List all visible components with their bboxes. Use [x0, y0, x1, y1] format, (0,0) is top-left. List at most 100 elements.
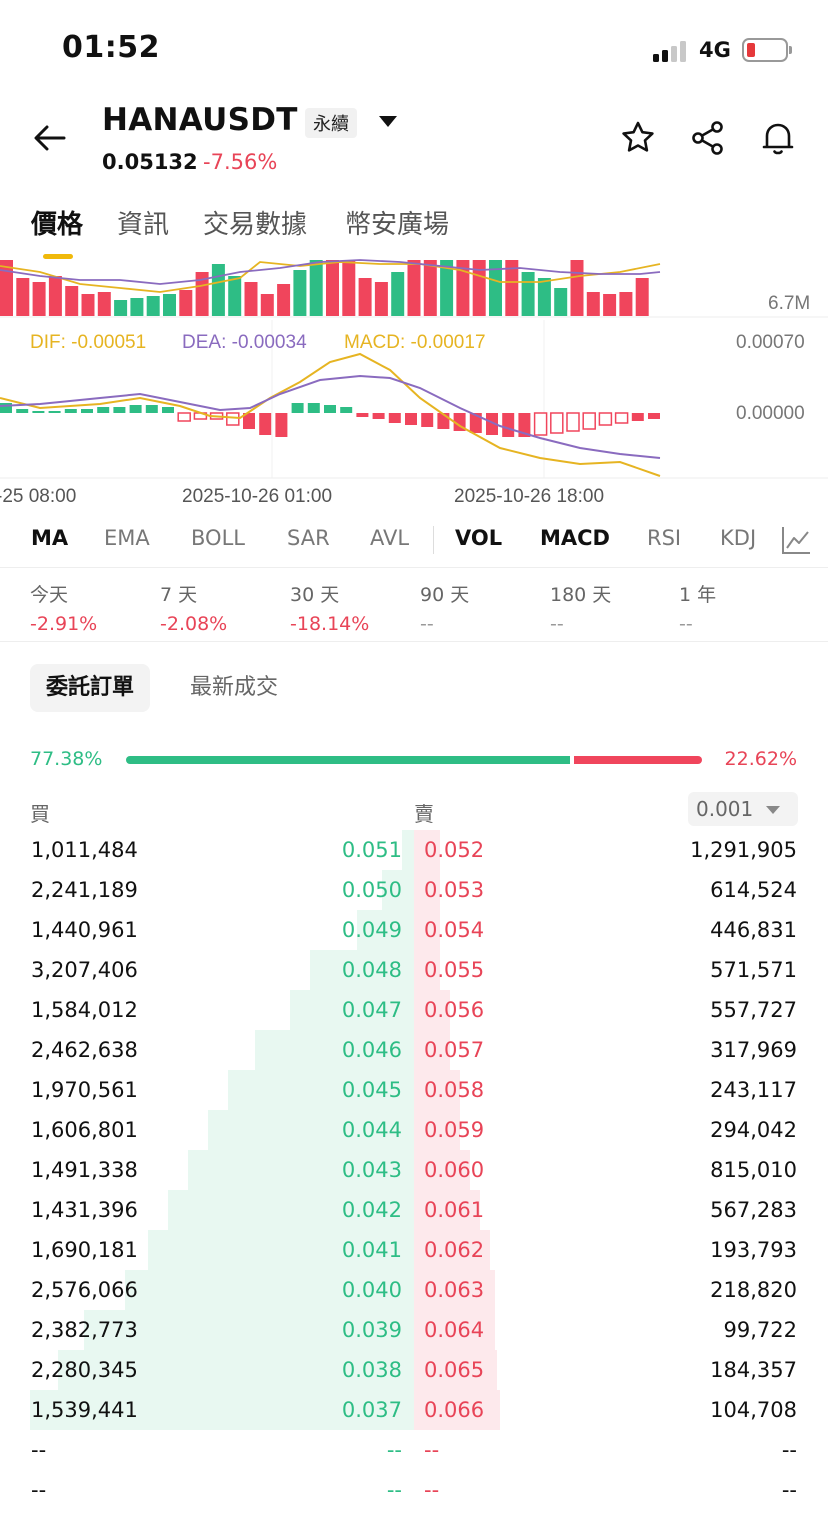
macd-histogram-bar	[356, 413, 369, 417]
indicator-ema[interactable]: EMA	[104, 526, 150, 550]
macd-histogram-bar	[307, 403, 320, 413]
ask-quantity: 446,831	[710, 918, 797, 942]
tab-price[interactable]: 價格	[31, 210, 84, 240]
indicator-vol[interactable]: VOL	[455, 526, 503, 550]
orderbook-row[interactable]: -- -- -- --	[0, 1470, 828, 1510]
orderbook-row[interactable]: 2,241,189 0.050 0.053 614,524	[0, 870, 828, 910]
orderbook-row[interactable]: 1,970,561 0.045 0.058 243,117	[0, 1070, 828, 1110]
chart-settings-icon[interactable]	[780, 524, 812, 556]
indicator-boll[interactable]: BOLL	[191, 526, 245, 550]
chart-svg[interactable]: 6.7M DIF: -0.00051 DEA: -0.00034 MACD: -…	[0, 258, 828, 518]
ask-price: 0.057	[424, 1038, 485, 1062]
bid-quantity: 1,431,396	[31, 1198, 138, 1222]
tab-square[interactable]: 幣安廣場	[345, 210, 450, 240]
ask-price: --	[424, 1438, 440, 1462]
symbol-title[interactable]: HANAUSDT	[102, 102, 298, 138]
ask-price: 0.058	[424, 1078, 485, 1102]
volume-bar	[195, 272, 209, 316]
orderbook-row[interactable]: 2,280,345 0.038 0.065 184,357	[0, 1350, 828, 1390]
tab-info[interactable]: 資訊	[117, 210, 170, 240]
ask-depth-bar	[414, 870, 440, 910]
bid-depth-bar	[402, 830, 414, 870]
indicator-kdj[interactable]: KDJ	[720, 526, 757, 550]
chart-area[interactable]: 6.7M DIF: -0.00051 DEA: -0.00034 MACD: -…	[0, 258, 828, 518]
volume-bar	[358, 278, 372, 316]
indicator-ma[interactable]: MA	[31, 526, 69, 550]
period-today: 今天 -2.91%	[30, 584, 98, 635]
macd-histogram-bar	[32, 411, 45, 413]
indicator-macd[interactable]: MACD	[540, 526, 610, 550]
ask-price: 0.055	[424, 958, 485, 982]
ask-quantity: 218,820	[710, 1278, 797, 1302]
orderbook-row[interactable]: 1,606,801 0.044 0.059 294,042	[0, 1110, 828, 1150]
bid-quantity: 1,606,801	[31, 1118, 138, 1142]
star-icon[interactable]	[618, 118, 658, 158]
orderbook-row[interactable]: 2,462,638 0.046 0.057 317,969	[0, 1030, 828, 1070]
sell-ratio-bar	[574, 756, 702, 764]
page-tabs: 價格 資訊 交易數據 幣安廣場	[0, 200, 828, 260]
ask-price: 0.065	[424, 1358, 485, 1382]
volume-bar	[440, 260, 454, 316]
orderbook-row[interactable]: 1,440,961 0.049 0.054 446,831	[0, 910, 828, 950]
precision-select[interactable]: 0.001	[688, 792, 798, 826]
macd-histogram-bar	[372, 413, 385, 419]
tab-trading-data[interactable]: 交易數據	[203, 210, 308, 240]
macd-histogram-bar	[16, 409, 29, 413]
bid-depth-bar	[30, 1390, 414, 1430]
volume-bar	[554, 288, 568, 316]
status-time: 01:52	[62, 30, 160, 65]
bid-quantity: 1,440,961	[31, 918, 138, 942]
orderbook-row[interactable]: 1,584,012 0.047 0.056 557,727	[0, 990, 828, 1030]
macd-legend: MACD: -0.00017	[344, 332, 486, 353]
bid-price: 0.037	[341, 1398, 402, 1422]
volume-bar	[342, 260, 356, 316]
header: HANAUSDT 永續 0.05132 -7.56%	[0, 96, 828, 192]
share-icon[interactable]	[688, 118, 728, 158]
indicator-avl[interactable]: AVL	[370, 526, 410, 550]
bid-depth-bar	[84, 1310, 414, 1350]
ask-quantity: 184,357	[710, 1358, 797, 1382]
indicator-sar[interactable]: SAR	[287, 526, 330, 550]
orderbook-row[interactable]: -- -- -- --	[0, 1430, 828, 1470]
contract-badge: 永續	[305, 108, 357, 138]
ask-quantity: 567,283	[710, 1198, 797, 1222]
volume-bar	[489, 260, 502, 316]
back-arrow-icon[interactable]	[30, 118, 70, 158]
indicator-rsi[interactable]: RSI	[647, 526, 682, 550]
macd-histogram-bar	[388, 413, 401, 423]
volume-bar	[130, 298, 144, 316]
volume-bar	[179, 290, 193, 316]
bell-icon[interactable]	[758, 118, 798, 158]
volume-bar	[81, 294, 95, 316]
orderbook-row[interactable]: 2,576,066 0.040 0.063 218,820	[0, 1270, 828, 1310]
ask-quantity: 243,117	[710, 1078, 797, 1102]
orderbook-row[interactable]: 1,431,396 0.042 0.061 567,283	[0, 1190, 828, 1230]
ask-quantity: 317,969	[710, 1038, 797, 1062]
ask-depth-bar	[414, 830, 440, 870]
ask-depth-bar	[414, 990, 450, 1030]
period-changes: 今天 -2.91% 7 天 -2.08% 30 天 -18.14% 90 天 -- 18…	[0, 568, 828, 642]
orderbook-row[interactable]: 1,491,338 0.043 0.060 815,010	[0, 1150, 828, 1190]
macd-histogram-bar	[113, 407, 126, 413]
ask-quantity: 557,727	[710, 998, 797, 1022]
status-bar: 01:52 4G	[0, 0, 828, 96]
orderbook-row[interactable]: 3,207,406 0.048 0.055 571,571	[0, 950, 828, 990]
bid-depth-bar	[188, 1150, 414, 1190]
orderbook-row[interactable]: 1,011,484 0.051 0.052 1,291,905	[0, 830, 828, 870]
macd-histogram-bar	[340, 407, 353, 413]
macd-histogram-bar	[582, 412, 596, 430]
bid-price: 0.048	[341, 958, 402, 982]
orderbook-row[interactable]: 1,690,181 0.041 0.062 193,793	[0, 1230, 828, 1270]
ask-price: 0.063	[424, 1278, 485, 1302]
symbol-dropdown-icon[interactable]	[379, 116, 397, 127]
ask-quantity: 193,793	[710, 1238, 797, 1262]
orderbook-row[interactable]: 1,539,441 0.037 0.066 104,708	[0, 1390, 828, 1430]
ask-depth-bar	[414, 1390, 500, 1430]
bid-quantity: 3,207,406	[31, 958, 138, 982]
bid-price: 0.051	[341, 838, 402, 862]
orderbook-row[interactable]: 2,382,773 0.039 0.064 99,722	[0, 1310, 828, 1350]
ask-price: 0.056	[424, 998, 485, 1022]
price-change: -7.56%	[203, 150, 278, 174]
tab-order-book[interactable]: 委託訂單	[30, 664, 151, 712]
tab-recent-trades[interactable]: 最新成交	[190, 675, 279, 700]
